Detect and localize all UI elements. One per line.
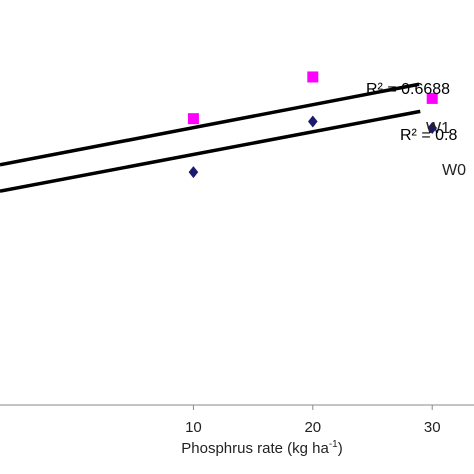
data-point-w0	[188, 166, 199, 179]
data-points	[187, 71, 438, 179]
x-ticks: 10 20 30	[185, 405, 441, 436]
series-label-w0: W0	[442, 162, 466, 179]
r2-label-w1: R² = 0.6688	[366, 81, 450, 98]
data-point-w0	[427, 121, 438, 134]
x-tick-label: 20	[304, 419, 321, 436]
trendline-w1	[0, 82, 420, 167]
data-point-w1	[187, 113, 199, 125]
trendlines	[0, 82, 421, 193]
r2-labels: W1 R² = 0.6688 W0 R² = 0.8	[366, 81, 466, 179]
data-point-w1	[426, 92, 438, 104]
plot-area: 10 20 30 W1 R² = 0.6688 W0 R² = 0.8	[0, 71, 474, 436]
x-tick-label: 30	[424, 419, 441, 436]
r2-label-w0: R² = 0.8	[400, 127, 457, 144]
x-tick-label: 10	[185, 419, 202, 436]
trendline-w0	[0, 109, 421, 193]
series-label-w1: W1	[426, 120, 450, 137]
data-point-w0	[308, 115, 318, 128]
x-axis-title: Phosphrus rate (kg ha-1)	[181, 439, 343, 457]
data-point-w1	[307, 71, 319, 83]
